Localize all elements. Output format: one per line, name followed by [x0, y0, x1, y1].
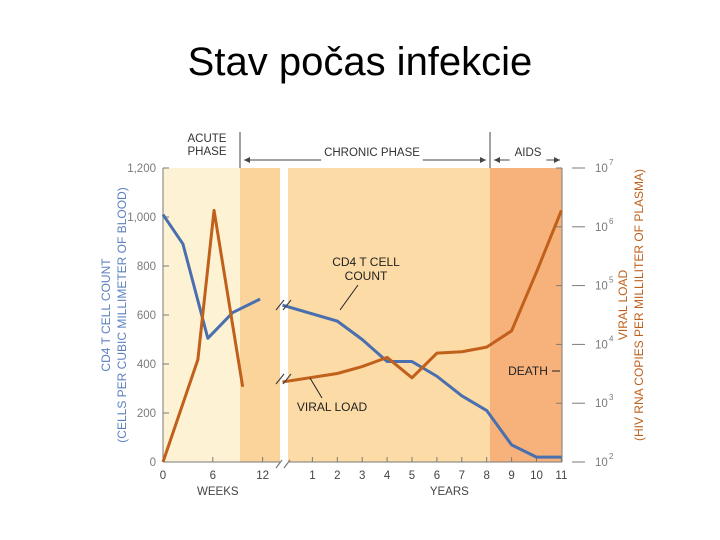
viral-label-0: VIRAL LOAD	[297, 400, 368, 414]
right-tick-exp-0: 2	[609, 452, 614, 461]
x-tick-label-2: 12	[256, 470, 269, 482]
x-tick-label-0: 0	[160, 470, 166, 482]
left-axis-title-1: (CELLS PER CUBIC MILLIMETER OF BLOOD)	[115, 187, 129, 442]
phase-band-2	[288, 168, 490, 462]
x-tick-label-3: 1	[309, 470, 315, 482]
viral-break-mark	[275, 373, 292, 385]
x-tick-label-5: 3	[359, 470, 365, 482]
x-tick-label-4: 2	[334, 470, 340, 482]
right-axis-title-1: (HIV RNA COPIES PER MILLILITER OF PLASMA…	[632, 169, 646, 441]
cd4-label-pointer	[339, 284, 359, 311]
x-tick-label-6: 4	[384, 470, 391, 482]
phase-label-0-0: ACUTE	[188, 133, 227, 145]
x-label-years: YEARS	[430, 486, 469, 498]
right-tick-base-2: 10	[595, 339, 608, 351]
phase-label-0-1: PHASE	[188, 146, 227, 158]
right-tick-base-0: 10	[595, 457, 608, 469]
phase-label-1-0: CHRONIC PHASE	[324, 147, 420, 159]
right-axis-title: VIRAL LOAD (HIV RNA COPIES PER MILLILITER…	[616, 169, 646, 441]
x-tick-label-11: 9	[508, 470, 514, 482]
left-tick-label-4: 800	[137, 261, 156, 273]
x-tick-label-12: 10	[530, 470, 543, 482]
slide-title: Stav počas infekcie	[187, 40, 533, 84]
left-tick-label-5: 1,000	[127, 212, 156, 224]
right-tick-base-3: 10	[595, 281, 608, 293]
left-axis-title: CD4 T CELL COUNT (CELLS PER CUBIC MILLIME…	[99, 187, 129, 442]
cd4-label-0: CD4 T CELL	[332, 255, 400, 269]
left-axis-ticks: 0 200 400 600 800 1,000 1,200	[127, 163, 169, 469]
phase-band-3	[490, 168, 562, 462]
left-tick-label-6: 1,200	[127, 163, 156, 175]
phase-label-bg-2	[509, 147, 547, 161]
right-tick-exp-4: 6	[609, 217, 614, 226]
phase-bands	[163, 168, 562, 462]
right-tick-exp-5: 7	[609, 158, 614, 167]
left-tick-label-3: 600	[137, 310, 156, 322]
left-tick-label-0: 0	[150, 457, 156, 469]
right-tick-base-5: 10	[595, 163, 608, 175]
cd4-label-1: COUNT	[345, 269, 388, 283]
right-tick-exp-1: 3	[609, 393, 614, 402]
right-tick-exp-3: 5	[609, 276, 614, 285]
x-tick-label-1: 6	[210, 470, 216, 482]
axis-break-gap	[280, 168, 288, 474]
x-tick-label-13: 11	[555, 470, 567, 482]
x-tick-label-8: 6	[434, 470, 440, 482]
right-tick-exp-2: 4	[609, 334, 614, 343]
viral-label-pointer	[309, 377, 323, 399]
x-tick-label-7: 5	[409, 470, 415, 482]
right-tick-base-1: 10	[595, 398, 608, 410]
right-tick-base-4: 10	[595, 222, 608, 234]
phase-label-bg-1	[321, 147, 423, 161]
right-axis-title-0: VIRAL LOAD	[616, 270, 630, 341]
left-axis-title-0: CD4 T CELL COUNT	[99, 258, 113, 372]
x-label-weeks: WEEKS	[197, 486, 239, 498]
x-tick-label-10: 8	[483, 470, 489, 482]
x-axis-break-mark	[275, 459, 291, 469]
series-lines	[161, 208, 563, 463]
x-tick-label-9: 7	[459, 470, 465, 482]
death-label: DEATH	[508, 364, 548, 378]
phase-band-transition	[240, 168, 280, 462]
cd4-break-mark	[275, 299, 292, 311]
phase-label-2-0: AIDS	[515, 147, 542, 159]
left-tick-label-2: 400	[137, 359, 156, 371]
left-tick-label-1: 200	[137, 408, 156, 420]
series-line-1-0	[161, 208, 245, 463]
